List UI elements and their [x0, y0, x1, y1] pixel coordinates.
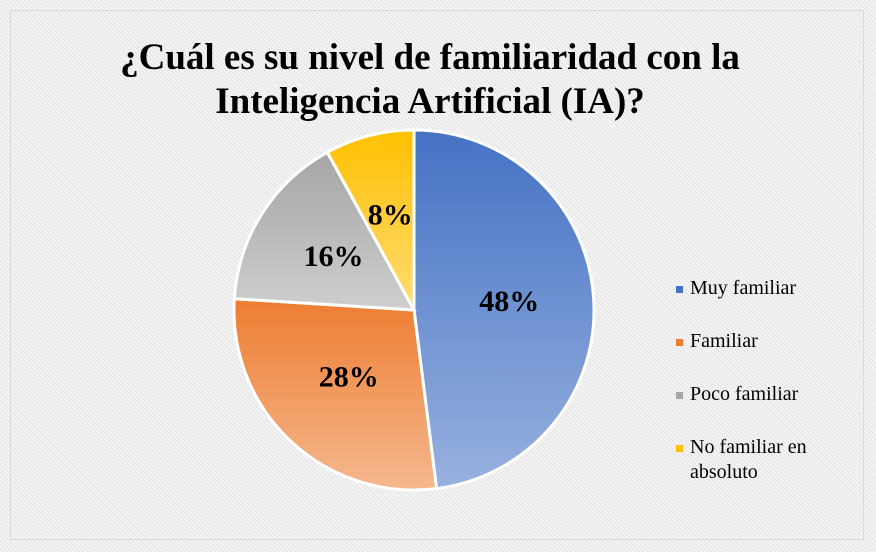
legend-label: Poco familiar [690, 383, 799, 405]
legend-label: No familiar en absoluto [690, 436, 807, 483]
chart-title: ¿Cuál es su nivel de familiaridad con la… [120, 37, 740, 122]
data-label: 8% [368, 198, 413, 231]
legend: Muy familiar Familiar Poco familiar No fami… [676, 276, 836, 488]
legend-swatch [676, 445, 683, 452]
pie-slice [412, 128, 596, 491]
legend-swatch [676, 339, 683, 346]
legend-label: Familiar [690, 330, 758, 352]
data-label: 16% [303, 240, 363, 273]
pie-slice [325, 128, 416, 311]
pie-slice [232, 297, 439, 492]
data-label: 48% [479, 285, 539, 318]
chart-frame [10, 10, 864, 540]
pie-slice [232, 150, 417, 312]
data-label: 28% [319, 360, 379, 393]
legend-item: No familiar en absoluto [676, 435, 836, 488]
legend-label: Muy familiar [690, 277, 797, 299]
legend-swatch [676, 286, 683, 293]
legend-item: Muy familiar [676, 276, 836, 329]
legend-swatch [676, 392, 683, 399]
legend-item: Poco familiar [676, 382, 836, 435]
legend-item: Familiar [676, 329, 836, 382]
